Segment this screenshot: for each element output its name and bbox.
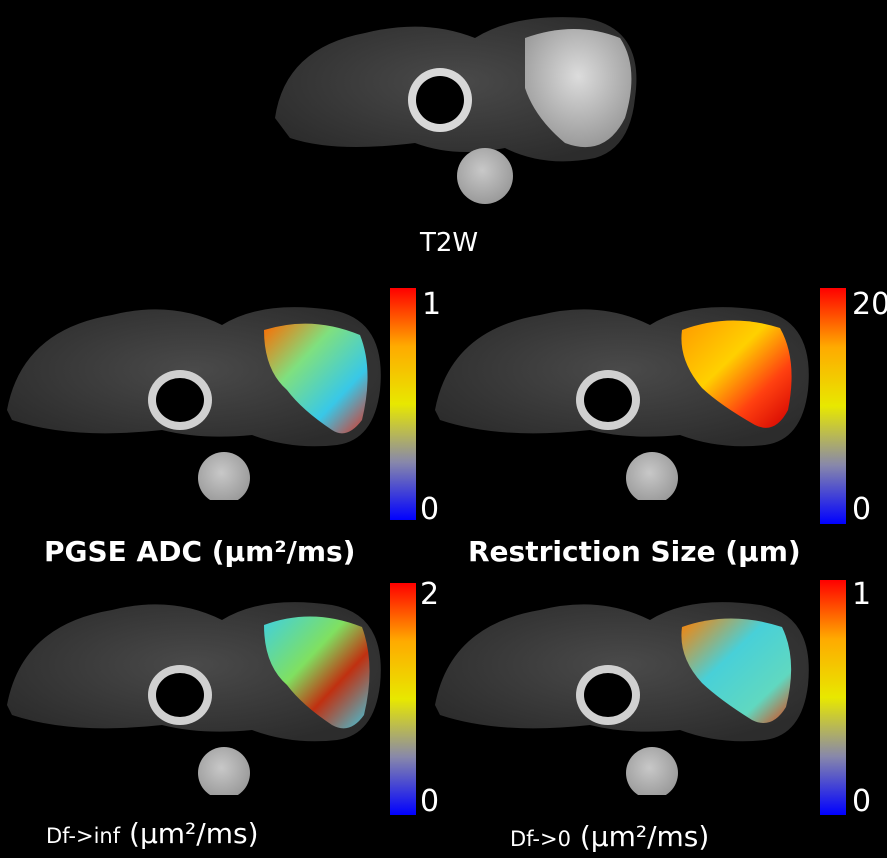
df-0-colorbar-min: 0 — [852, 784, 872, 819]
pgse-adc-panel: 1 0 PGSE ADC (µm²/ms) — [0, 280, 442, 580]
df-inf-colorbar-min: 0 — [420, 784, 440, 819]
df-0-colorbar — [820, 580, 846, 815]
restriction-size-colorbar-min: 0 — [852, 492, 872, 527]
df-inf-label: Df->inf (µm²/ms) — [46, 817, 259, 850]
df-0-map-image — [435, 602, 809, 795]
df-inf-panel: 2 0 Df->inf (µm²/ms) — [0, 575, 440, 858]
restriction-size-panel: 20 0 Restriction Size (µm) — [435, 280, 887, 580]
restriction-size-label: Restriction Size (µm) — [468, 535, 801, 568]
pgse-adc-colorbar — [390, 288, 416, 520]
df-0-label-prefix: Df->0 — [510, 827, 571, 851]
df-inf-colorbar-max: 2 — [420, 577, 440, 612]
df-inf-map-image — [7, 602, 381, 795]
pgse-adc-colorbar-max: 1 — [422, 287, 442, 322]
df-0-label-unit: (µm²/ms) — [570, 820, 710, 853]
df-inf-colorbar — [390, 583, 416, 815]
df-inf-label-prefix: Df->inf — [46, 824, 121, 848]
pgse-adc-colorbar-min: 0 — [420, 492, 440, 527]
df-inf-label-unit: (µm²/ms) — [120, 817, 259, 850]
t2w-mri-image — [275, 17, 637, 204]
t2w-panel: T2W — [0, 0, 887, 280]
t2w-label: T2W — [420, 228, 479, 258]
df-0-colorbar-max: 1 — [852, 577, 872, 612]
restriction-size-map-image — [435, 307, 809, 500]
restriction-size-colorbar-max: 20 — [852, 287, 887, 322]
df-0-label: Df->0 (µm²/ms) — [510, 820, 709, 853]
pgse-adc-map-image — [7, 307, 381, 500]
pgse-adc-label: PGSE ADC (µm²/ms) — [44, 535, 356, 568]
restriction-size-colorbar — [820, 288, 846, 524]
df-0-panel: 1 0 Df->0 (µm²/ms) — [435, 575, 887, 858]
